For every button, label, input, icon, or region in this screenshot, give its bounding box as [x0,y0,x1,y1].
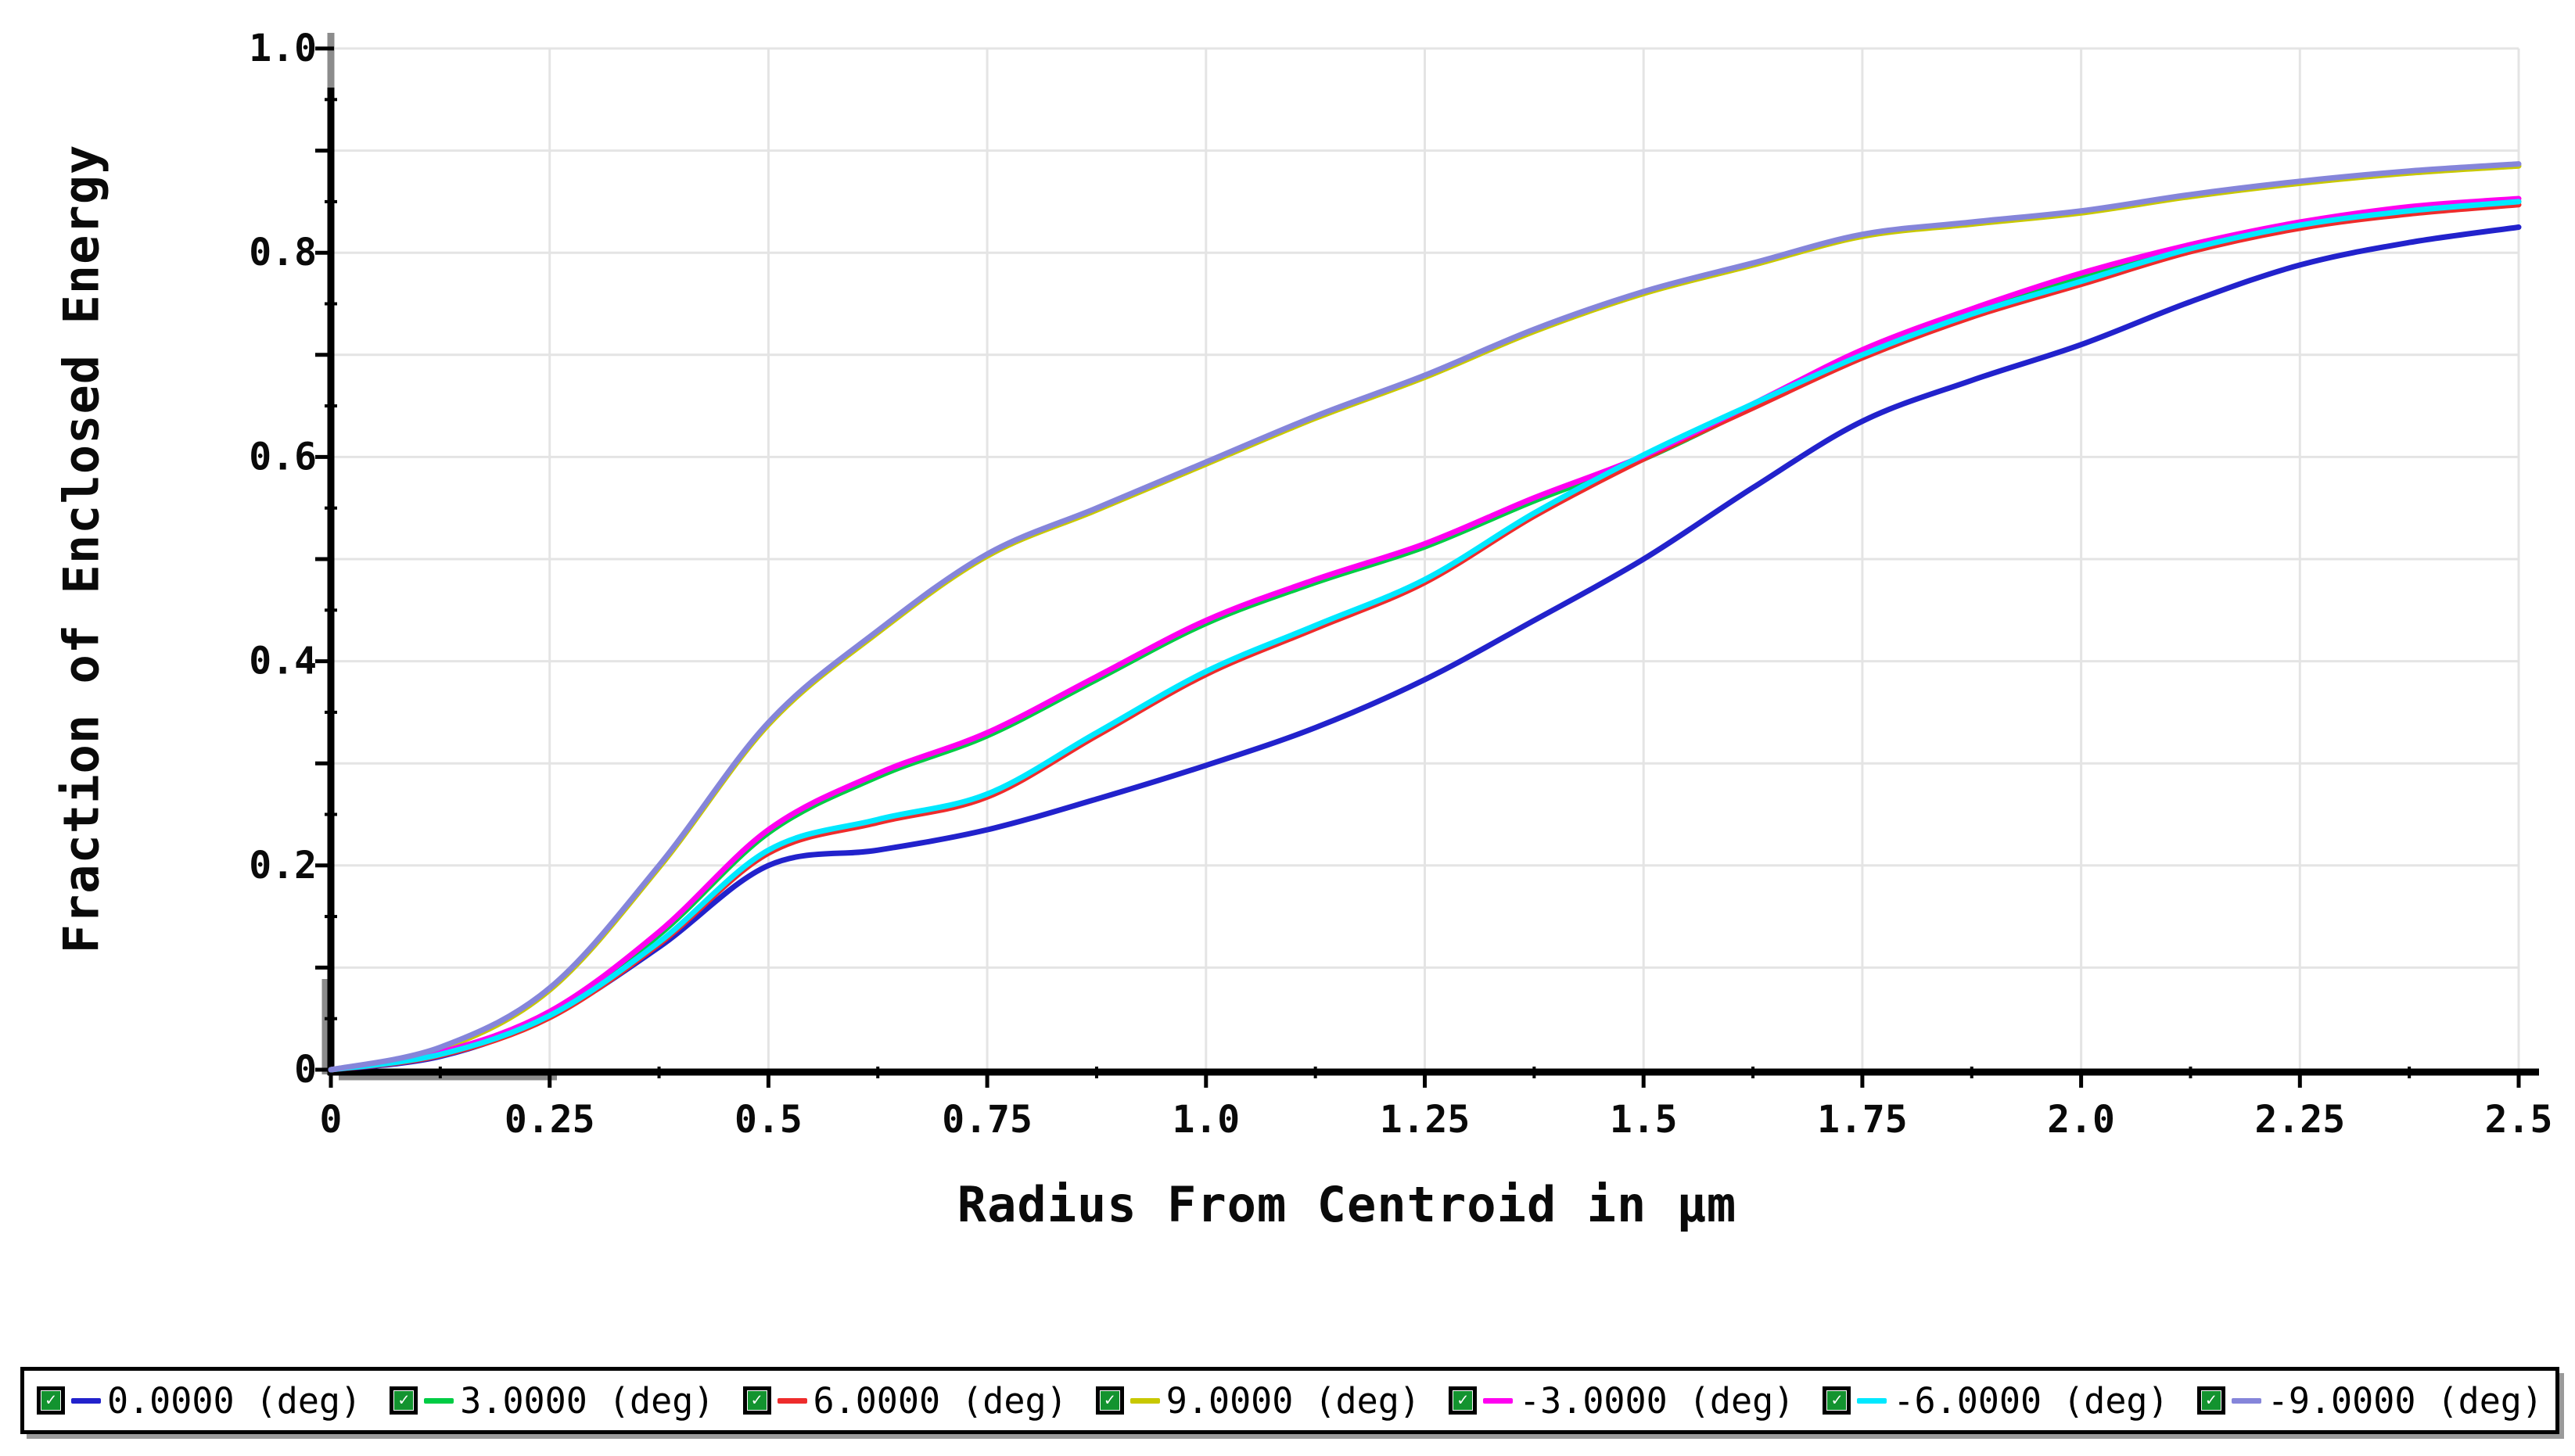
legend-entry: ✓ -3.0000 (deg) [1449,1380,1794,1422]
x-tick-label: 0.5 [734,1098,803,1142]
axes [321,33,2539,1081]
tick-labels: 0 0.2 0.4 0.6 0.8 1.0 0 0.25 0.5 0.75 1.0 1.25 1.5 1.… [249,27,2552,1142]
legend-line-sample [777,1397,807,1404]
legend-label: -6.0000 (deg) [1893,1379,2169,1422]
legend-series-checkbox[interactable]: ✓ [1449,1386,1478,1415]
legend-entry: ✓ -9.0000 (deg) [2196,1379,2543,1422]
series-curve--9.0000-deg- [328,161,2522,1073]
legend-label: -9.0000 (deg) [2267,1379,2543,1422]
legend-label: 6.0000 (deg) [813,1379,1068,1422]
checked-checkbox-icon: ✓ [41,1391,60,1410]
legend-line-sample [71,1397,101,1404]
legend-entry: ✓ 9.0000 (deg) [1095,1379,1420,1422]
axis-ticks [315,46,2521,1088]
legend-label: -3.0000 (deg) [1519,1379,1795,1422]
x-tick-label: 1.75 [1817,1098,1908,1142]
y-tick-label: 0.2 [249,844,317,888]
legend-series-checkbox[interactable]: ✓ [1823,1386,1851,1415]
x-tick-label: 1.25 [1380,1098,1471,1142]
x-tick-label: 0.25 [505,1098,595,1142]
series-curve--6.0000-deg- [328,199,2522,1073]
x-tick-label: 2.25 [2255,1098,2346,1142]
legend-line-sample [2231,1397,2261,1404]
series-curve--3.0000-deg- [328,195,2522,1073]
y-axis-title: Fraction of Enclosed Energy [52,144,110,954]
grid-lines [331,47,2520,1070]
series-curve-0.0000-deg- [328,224,2522,1073]
y-tick-label: 0 [294,1048,317,1092]
legend-entry: ✓ 3.0000 (deg) [390,1380,714,1422]
x-tick-label: 1.0 [1172,1098,1240,1142]
legend-series-checkbox[interactable]: ✓ [2196,1386,2225,1415]
y-tick-label: 0.8 [249,231,317,274]
legend-entry: ✓ -6.0000 (deg) [1823,1379,2169,1422]
legend-label: 0.0000 (deg) [107,1379,362,1422]
x-tick-label: 1.5 [1610,1098,1678,1142]
x-tick-label: 2.0 [2047,1098,2115,1142]
y-tick-label: 0.6 [249,435,317,479]
checked-checkbox-icon: ✓ [1100,1391,1119,1410]
legend-entry: ✓ 0.0000 (deg) [37,1380,361,1422]
legend-label: 9.0000 (deg) [1165,1379,1420,1422]
y-tick-label: 0.4 [249,640,317,683]
checked-checkbox-icon: ✓ [1453,1391,1473,1410]
series-curves [328,161,2522,1073]
legend-series-checkbox[interactable]: ✓ [1095,1386,1124,1415]
legend-series-checkbox[interactable]: ✓ [390,1386,418,1415]
x-axis-title: Radius From Centroid in µm [957,1176,1737,1233]
legend-line-sample [424,1397,454,1404]
legend-series-checkbox[interactable]: ✓ [742,1386,771,1415]
legend-line-sample [1483,1397,1514,1404]
x-tick-label: 2.5 [2485,1098,2553,1142]
legend: ✓ 0.0000 (deg) ✓ 3.0000 (deg) ✓ 6.0000 (deg) ✓… [20,1367,2559,1434]
legend-label: 3.0000 (deg) [460,1379,715,1422]
checked-checkbox-icon: ✓ [2201,1391,2221,1410]
checked-checkbox-icon: ✓ [1827,1391,1847,1410]
legend-series-checkbox[interactable]: ✓ [37,1386,65,1415]
legend-line-sample [1129,1397,1160,1404]
y-tick-label: 1.0 [249,27,317,70]
checked-checkbox-icon: ✓ [747,1391,767,1410]
legend-entry: ✓ 6.0000 (deg) [742,1379,1068,1422]
x-tick-label: 0 [320,1098,343,1142]
x-tick-label: 0.75 [942,1098,1033,1142]
legend-line-sample [1857,1397,1887,1404]
checked-checkbox-icon: ✓ [394,1391,414,1410]
